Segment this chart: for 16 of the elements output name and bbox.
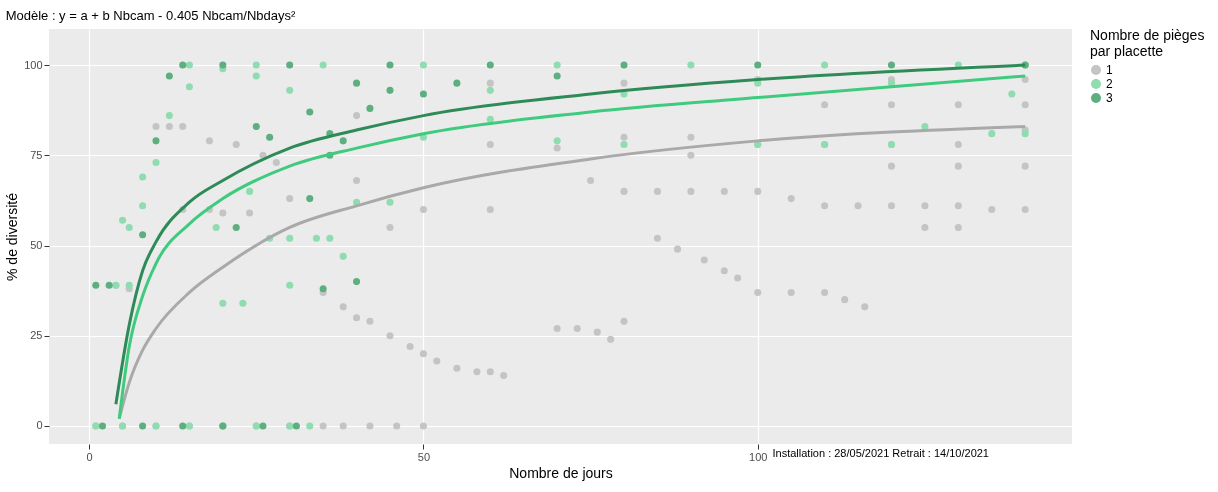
y-tick-label: 25 — [30, 329, 43, 342]
x-tick-label: 0 — [86, 450, 93, 463]
y-tick-label: 75 — [30, 148, 43, 161]
legend-title: Nombre de pièges par placette — [1090, 27, 1205, 59]
x-tick-label: 50 — [417, 450, 431, 463]
legend-label: 3 — [1106, 91, 1113, 105]
legend-label: 1 — [1106, 63, 1113, 77]
x-tick-label: 100 — [749, 450, 768, 463]
y-tick-label: 50 — [30, 239, 43, 252]
y-axis-title: % de diversité — [4, 192, 21, 281]
y-tick-label: 100 — [24, 58, 43, 71]
legend-label: 2 — [1106, 77, 1113, 91]
chart-title: Modèle : y = a + b Nbcam - 0.405 Nbcam/Nbdays² — [5, 8, 297, 23]
text: Installation : 28/05/2021 Retrait : 14/10/2021 — [772, 447, 989, 459]
x-axis-title: Nombre de jours — [509, 464, 613, 481]
y-tick-label: 0 — [36, 419, 43, 432]
